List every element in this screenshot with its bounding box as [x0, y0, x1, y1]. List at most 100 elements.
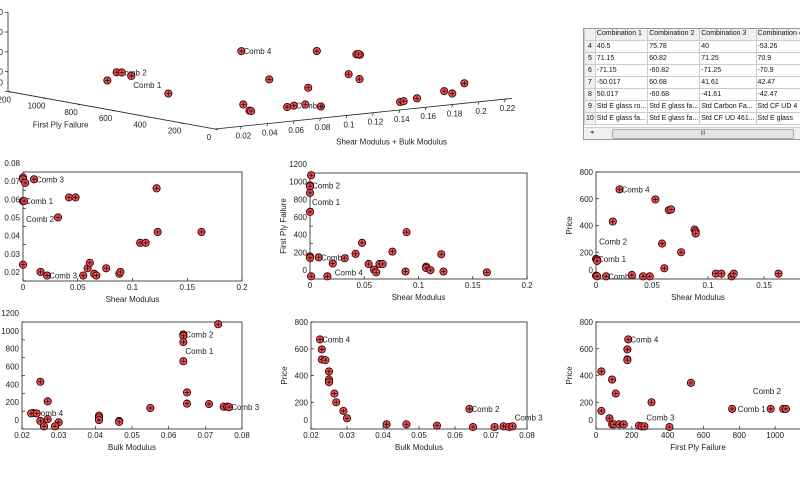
data-point: [608, 375, 617, 384]
table-cell[interactable]: Std E glass ro...: [594, 100, 649, 113]
x-tick-label: 0.16: [420, 112, 436, 121]
scatter-plot: 0.02 0.03 0.04 0.05 0.06 0.07 0.08 0 200 400 600 80…: [1, 309, 260, 452]
table-cell[interactable]: 50.017: [594, 88, 649, 101]
table-cell[interactable]: -41.61: [699, 88, 757, 101]
row-header[interactable]: 5: [584, 52, 596, 65]
marker-cross: [319, 347, 324, 352]
table-cell[interactable]: -60.68: [647, 88, 701, 101]
x-axis-label: Shear Modulus + Bulk Modulus: [336, 137, 447, 146]
table-cell[interactable]: Std E glass fa...: [647, 112, 701, 125]
scroll-thumb[interactable]: III: [612, 129, 794, 139]
point-label: Comb 2: [26, 215, 55, 224]
point-label: Comb 4: [630, 335, 659, 344]
table-cell[interactable]: 40: [699, 40, 757, 53]
table-cell[interactable]: Std E glass fa...: [647, 100, 701, 113]
y-tick-label: 1200: [289, 160, 307, 169]
marker-cross: [510, 424, 515, 429]
table-cell[interactable]: Std E glass fa...: [594, 112, 649, 125]
x-tick-label: 0.08: [519, 431, 535, 440]
data-point: [781, 404, 790, 413]
table-cell[interactable]: -42.47: [755, 88, 800, 101]
data-point: [593, 272, 602, 281]
table-cell[interactable]: 71.25: [699, 52, 757, 65]
table-row: 9 Std E glass ro... Std E glass fa... Std C…: [584, 100, 800, 113]
y-tick-label: 400: [295, 372, 309, 381]
table-cell[interactable]: -53.26: [755, 40, 800, 53]
y-axis-label: First Ply Failure: [279, 198, 288, 254]
x-tick-label: 0.08: [315, 123, 331, 132]
table-cell[interactable]: 70.9: [755, 52, 800, 65]
table-cell[interactable]: 42.47: [755, 76, 800, 89]
table-cell[interactable]: Std Carbon Fa...: [699, 100, 757, 113]
table-cell[interactable]: -70.9: [755, 64, 800, 77]
row-header[interactable]: 8: [584, 88, 596, 101]
marker-cross: [594, 258, 600, 264]
marker-cross: [662, 266, 667, 271]
marker-cross: [668, 207, 674, 212]
y-tick-label: 0.08: [4, 159, 20, 168]
row-header[interactable]: 9: [584, 100, 596, 113]
y-tick-label: 200: [580, 398, 594, 407]
marker-cross: [284, 104, 290, 110]
table-cell[interactable]: 60.82: [647, 52, 701, 65]
data-point: [627, 270, 636, 280]
row-header[interactable]: 4: [584, 40, 596, 53]
table-cell[interactable]: 40.5: [594, 40, 649, 53]
combinations-table[interactable]: Combination 1 Combination 2 Combination …: [583, 28, 800, 140]
marker-cross: [41, 424, 47, 429]
row-header[interactable]: 7: [584, 76, 596, 89]
scroll-left-icon[interactable]: ◂: [590, 129, 594, 136]
data-point: [102, 264, 111, 273]
column-header[interactable]: Combination 3: [699, 29, 757, 41]
column-header[interactable]: Combination 4: [755, 29, 800, 41]
horizontal-scrollbar[interactable]: ◂ III: [584, 127, 800, 139]
marker-cross: [34, 411, 39, 416]
table-cell[interactable]: -60.82: [647, 64, 701, 77]
point-label: Comb 1: [312, 198, 341, 207]
table-cell[interactable]: -71.25: [699, 64, 757, 77]
data-point: [146, 403, 155, 413]
y-tick: [42, 97, 46, 100]
table-cell[interactable]: -71.15: [594, 64, 649, 77]
column-header[interactable]: Combination 1: [594, 29, 649, 41]
x-axis-label: Bulk Modulus: [395, 443, 443, 452]
table-cell[interactable]: 71.15: [594, 52, 649, 65]
data-point: [355, 75, 364, 84]
marker-cross: [307, 184, 313, 189]
x-tick-label: 0.1: [702, 281, 714, 290]
data-point: [624, 335, 633, 344]
data-point: [330, 389, 339, 398]
x-tick-label: 0: [21, 283, 26, 292]
table-cell[interactable]: 41.61: [699, 76, 757, 89]
table-cell[interactable]: Std E glass: [755, 112, 800, 125]
marker-cross: [768, 406, 773, 412]
x-tick-label: 0.1: [127, 283, 139, 292]
data-point: [116, 267, 125, 276]
x-tick-label: 0.05: [70, 283, 86, 292]
row-header[interactable]: 10: [584, 112, 596, 125]
marker-cross: [649, 400, 654, 405]
data-point: [344, 70, 353, 79]
data-point: [301, 100, 310, 109]
data-point: [372, 268, 381, 277]
marker-cross: [342, 256, 347, 261]
marker-cross: [356, 51, 361, 57]
x-tick-label: 0: [594, 281, 599, 290]
data-point: [204, 399, 214, 409]
data-point: [115, 417, 124, 426]
table-cell[interactable]: Std CF UD 4: [755, 100, 800, 113]
table-cell[interactable]: 75.78: [647, 40, 701, 53]
combinations-grid: Combination 1 Combination 2 Combination …: [584, 29, 800, 125]
table-cell[interactable]: 60.68: [647, 76, 701, 89]
column-header[interactable]: Combination 2: [647, 29, 701, 41]
x-tick-label: 0.07: [198, 431, 214, 440]
table-cell[interactable]: -50.017: [594, 76, 649, 89]
marker-cross: [45, 399, 50, 404]
scatter-plot: 0.02 0.03 0.04 0.05 0.06 0.07 0.08 0 200 400 600 80…: [280, 318, 543, 452]
marker-cross: [625, 347, 630, 352]
marker-cross: [317, 337, 323, 342]
table-cell[interactable]: Std CF UD 461...: [699, 112, 757, 125]
data-point: [482, 268, 491, 277]
row-header[interactable]: 6: [584, 64, 596, 77]
data-point: [402, 420, 411, 429]
